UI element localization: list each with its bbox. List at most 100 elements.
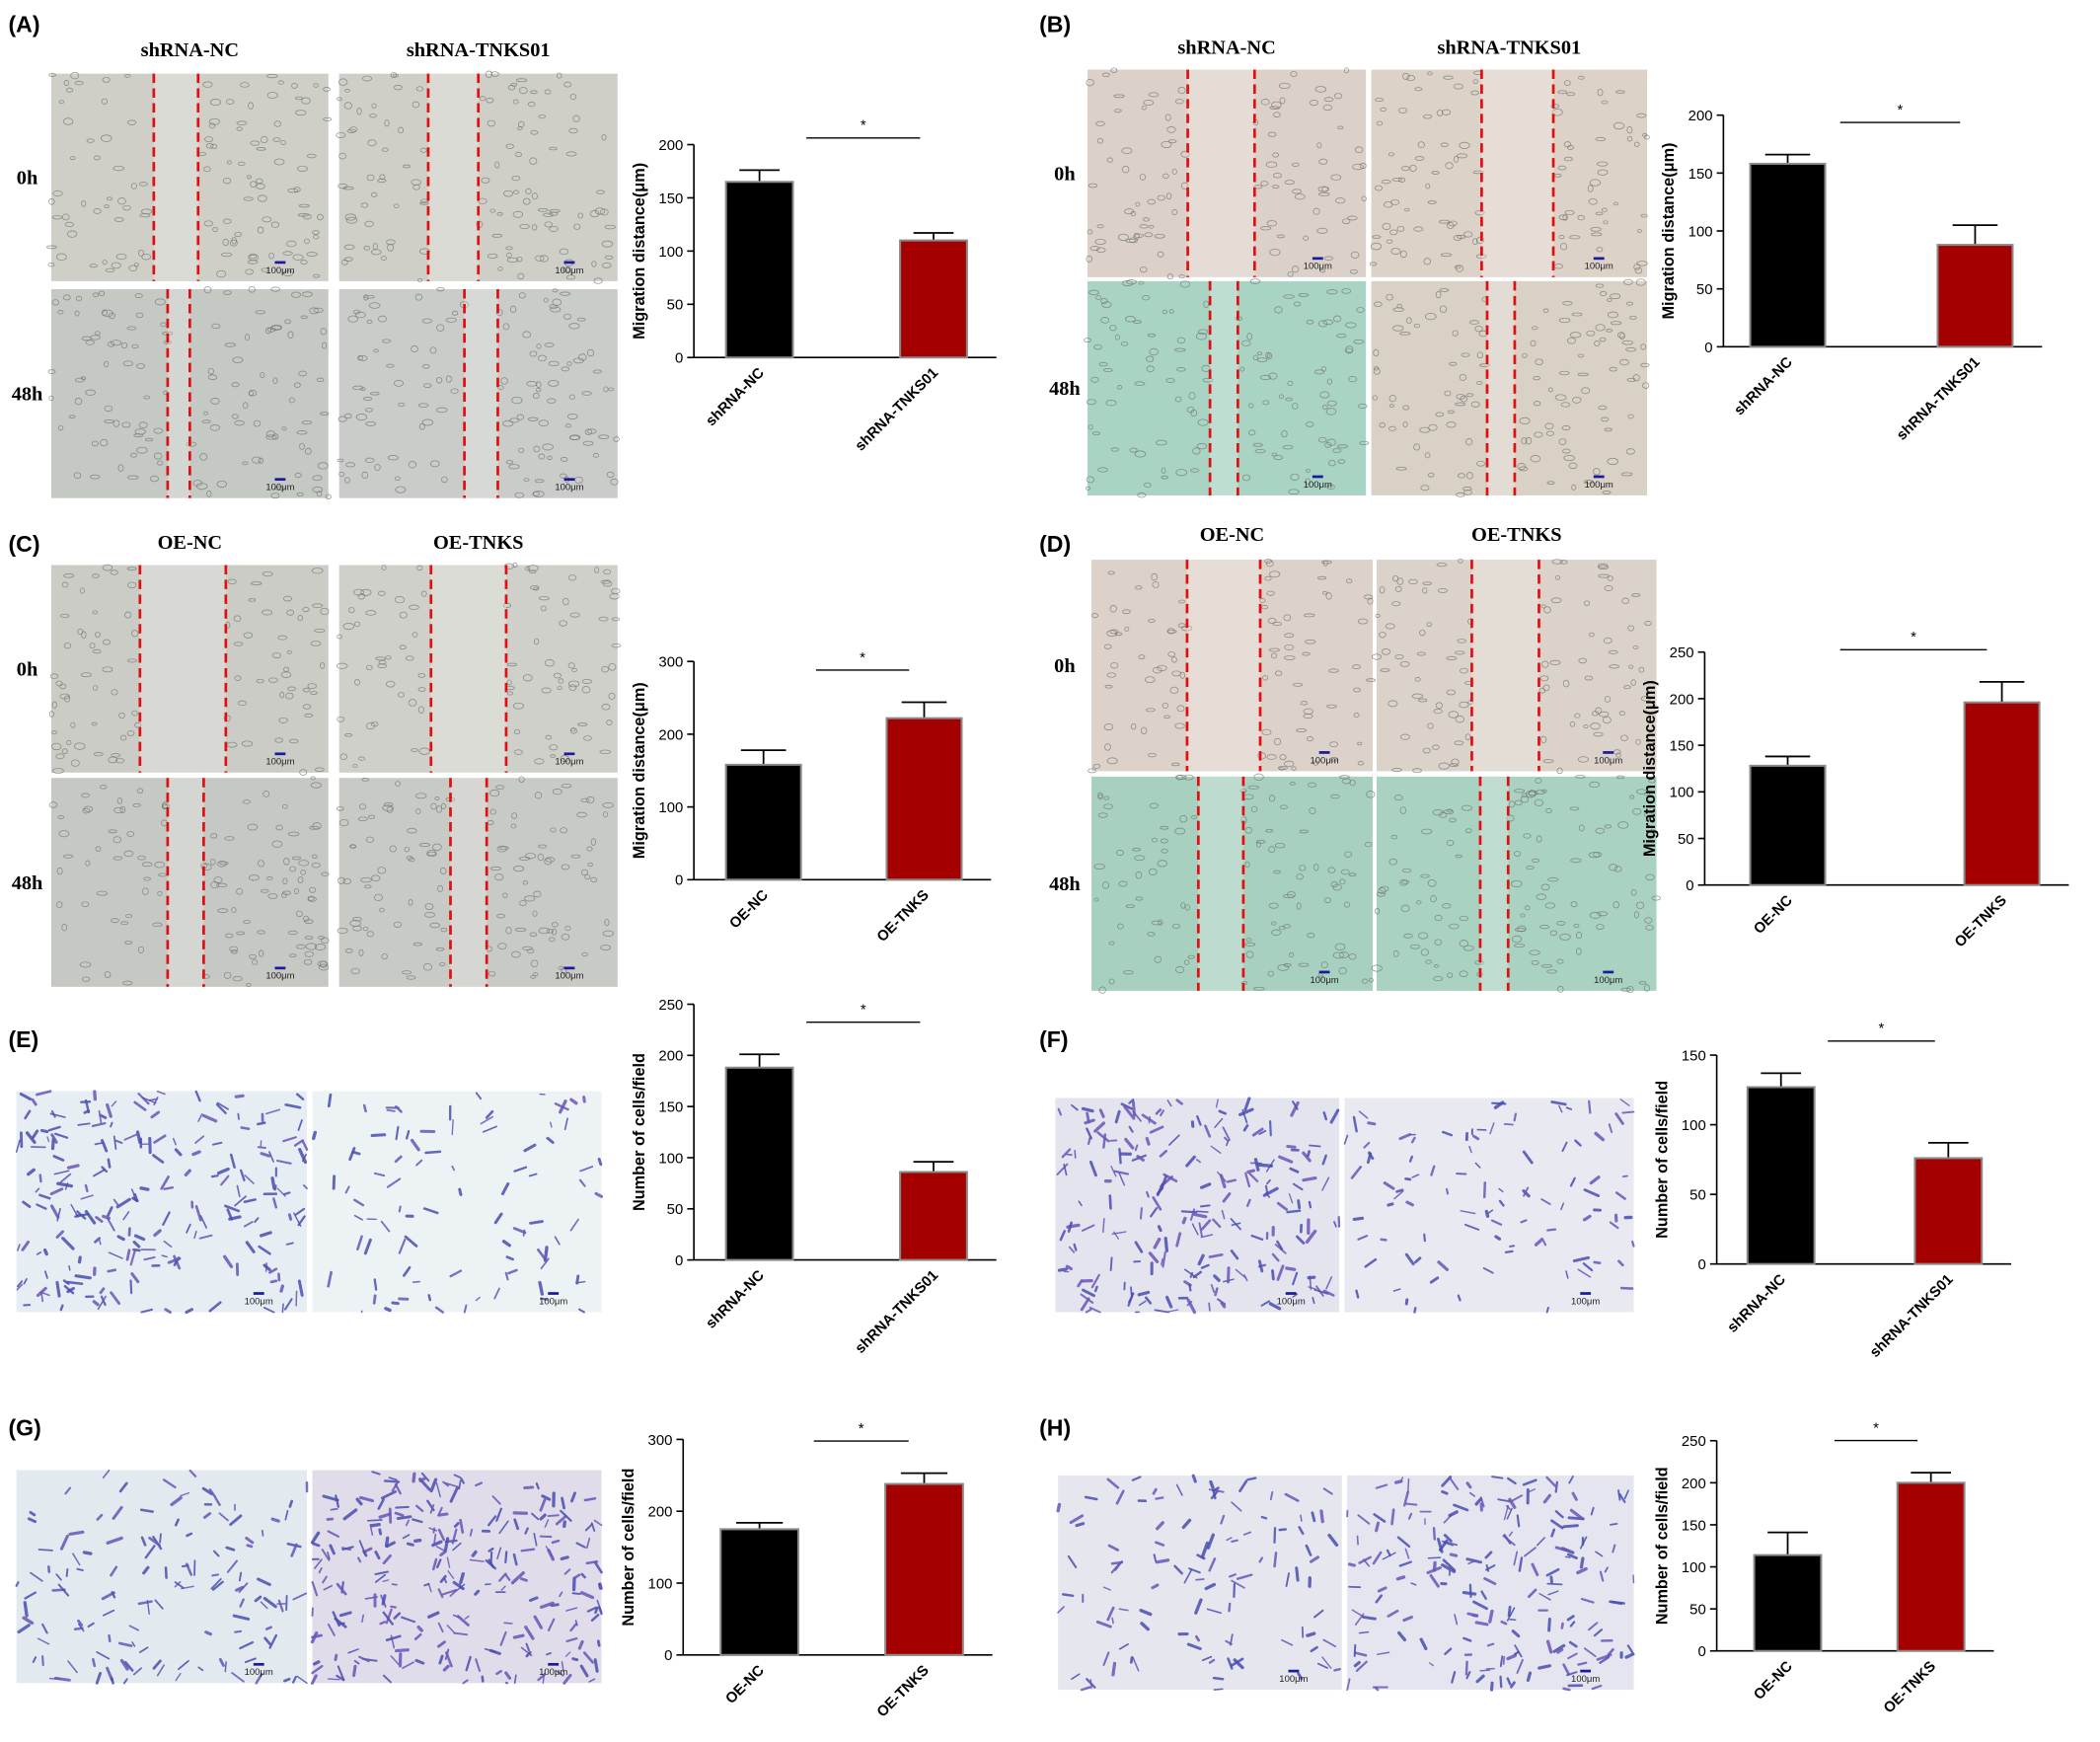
stained-cell [284,1102,302,1109]
cell [569,612,580,618]
cell [373,893,383,902]
scale-bar-label: 100μm [1594,975,1622,986]
cell [1626,125,1633,134]
cell [292,254,304,262]
stained-cell [412,1472,416,1483]
cell [1388,394,1396,403]
stained-cell [94,1237,101,1244]
cell [1266,754,1277,760]
stained-cell [235,1585,245,1592]
stained-cell [1432,1527,1437,1541]
stained-cell [447,1570,455,1579]
stained-cell [1509,1494,1524,1503]
stained-cell [344,1185,350,1194]
stained-cell [1276,1264,1285,1281]
stained-cell [1095,1620,1112,1628]
cell [530,975,537,979]
stained-cell [459,1571,465,1584]
bar [724,181,794,359]
scale-bar-label: 100μm [1311,755,1339,766]
stained-cell [540,1297,549,1301]
stained-cell [1554,1510,1564,1519]
cell [1100,297,1108,305]
stained-cell [1619,1098,1630,1106]
stained-cell [1093,1121,1106,1133]
cell [1293,301,1302,307]
stained-cell [1273,1527,1277,1544]
cell [1403,933,1413,939]
cell [1392,949,1399,957]
cell [1398,177,1406,183]
cell [1273,455,1284,461]
stained-cell [262,1307,275,1314]
cell [1632,374,1640,382]
cell [518,776,525,783]
scale-bar-label: 100μm [265,757,294,768]
cell [1559,933,1571,941]
cell [1325,408,1337,416]
cell [108,829,117,834]
stained-cell [451,1165,456,1172]
cell [1283,294,1295,299]
stained-cell [1266,1178,1271,1185]
scale-bar-label: 100μm [265,265,294,276]
cell [1544,902,1556,909]
cell [1386,293,1393,301]
cell [566,361,572,366]
cell [1556,958,1564,964]
cell [1425,959,1432,964]
cell [286,649,292,654]
cell [1460,395,1468,403]
stained-cell [146,1599,150,1615]
stained-cell [1191,1474,1197,1483]
cell [222,238,229,247]
cell [1577,756,1589,763]
cell [320,412,330,416]
cell [304,238,310,245]
stained-cell [1140,1622,1150,1631]
stained-cell [1067,1554,1078,1568]
cell [1399,806,1407,814]
cell [1103,644,1112,649]
cell [1190,815,1198,819]
cell [1253,773,1264,781]
cell [1132,847,1141,852]
scale-bar-label: 100μm [1571,1296,1600,1307]
y-tick-label: 100 [648,1575,673,1592]
cell [577,722,588,726]
y-tick-label: 250 [658,997,683,1014]
cell [1425,183,1431,189]
stained-cell [268,1267,278,1274]
cell [1126,279,1137,285]
cell [1249,278,1261,284]
cell [1300,701,1309,706]
stained-cell [93,1090,98,1101]
cell [1146,355,1155,362]
cell [1479,363,1490,367]
stained-cell [285,1242,294,1246]
stained-cell [1430,1165,1436,1176]
cell [600,945,611,951]
cell [1299,865,1307,871]
stained-cell [48,1677,61,1681]
scale-bar-label: 100μm [1304,262,1332,272]
stained-cell [1500,1620,1508,1626]
cell [1462,486,1472,492]
y-tick-label: 250 [1682,1433,1706,1450]
cell [1518,466,1529,472]
cell [1329,741,1339,748]
cell [111,340,122,346]
stained-cell [129,1250,136,1266]
cell [314,944,327,950]
cell [248,102,254,110]
cell [1623,685,1631,690]
cell [545,734,553,740]
stained-cell [590,1522,596,1532]
cell [1459,940,1468,947]
stained-cell [593,1519,603,1527]
cell [1606,329,1613,333]
cell [559,248,569,256]
cell [70,721,76,728]
stained-cell [269,1279,278,1284]
cell [288,953,297,958]
